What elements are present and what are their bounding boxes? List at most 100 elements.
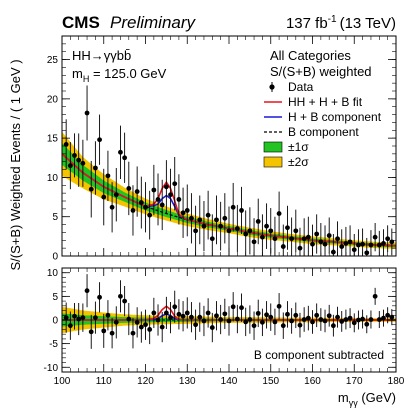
data-point bbox=[76, 133, 82, 187]
data-point bbox=[243, 210, 249, 256]
data-point bbox=[134, 166, 140, 217]
data-point bbox=[285, 301, 290, 328]
data-point bbox=[305, 216, 311, 256]
legend: Data HH + H + B fit H + B component B co… bbox=[263, 80, 382, 169]
data-point bbox=[272, 216, 278, 256]
y-tick-label: 5 bbox=[52, 292, 58, 303]
x-tick-label: 160 bbox=[304, 376, 321, 387]
data-point bbox=[193, 309, 199, 340]
data-point bbox=[193, 205, 199, 256]
data-point bbox=[168, 302, 173, 334]
main-panel: 0 5 10 15 20 25 HH→γγbb̄ mH = 125.0 GeV All C… bbox=[47, 35, 397, 263]
data-point bbox=[314, 214, 320, 254]
data-point bbox=[385, 307, 391, 324]
data-point bbox=[285, 205, 290, 250]
data-point bbox=[155, 173, 161, 226]
legend-entry-1sigma: ±1σ bbox=[263, 140, 309, 154]
data-point bbox=[84, 85, 90, 141]
data-point bbox=[247, 207, 253, 255]
status-label: Preliminary bbox=[110, 13, 197, 32]
data-point bbox=[105, 300, 111, 331]
data-point bbox=[143, 182, 148, 233]
y-tick-label: 20 bbox=[47, 94, 59, 105]
data-point bbox=[72, 302, 77, 330]
data-point bbox=[276, 191, 282, 236]
data-point bbox=[318, 308, 324, 331]
data-point bbox=[151, 164, 157, 216]
data-point bbox=[251, 218, 257, 256]
y-tick-label: 0 bbox=[52, 252, 58, 263]
data-point bbox=[138, 176, 144, 229]
legend-entry-data: Data bbox=[269, 80, 314, 94]
data-point bbox=[330, 234, 336, 256]
data-point bbox=[201, 201, 207, 252]
data-point bbox=[272, 308, 278, 336]
ratio-panel: -10 -5 0 5 10 100 110 120 130 140 150 160 170 180 B … bbox=[44, 267, 405, 387]
main-y-ticks: 0 5 10 15 20 25 bbox=[47, 35, 396, 263]
legend-entry-hb: H + B component bbox=[264, 110, 382, 124]
x-tick-label: 120 bbox=[137, 376, 154, 387]
weighting-label: S/(S+B) weighted bbox=[270, 64, 372, 79]
data-point bbox=[180, 301, 186, 332]
data-point bbox=[326, 217, 332, 254]
data-point bbox=[155, 304, 161, 336]
main-data-points bbox=[63, 85, 395, 256]
data-point bbox=[168, 168, 173, 221]
data-point bbox=[130, 318, 136, 349]
data-point bbox=[297, 227, 303, 256]
data-point bbox=[360, 309, 365, 329]
data-point bbox=[293, 302, 299, 329]
data-point bbox=[226, 206, 232, 256]
data-point bbox=[347, 308, 353, 329]
subtraction-note: B component subtracted bbox=[254, 348, 384, 362]
data-point bbox=[360, 228, 365, 256]
data-point bbox=[189, 193, 194, 244]
data-point bbox=[389, 228, 395, 256]
data-point bbox=[351, 313, 357, 333]
data-point bbox=[122, 132, 128, 183]
y-axis-label: S/(S+B) Weighted Events / ( 1 GeV ) bbox=[8, 59, 23, 270]
data-point bbox=[276, 293, 282, 320]
data-point bbox=[184, 297, 190, 329]
data-point bbox=[301, 218, 307, 256]
data-point bbox=[113, 306, 119, 339]
data-point bbox=[268, 208, 274, 254]
data-point bbox=[197, 302, 203, 332]
data-point bbox=[172, 157, 178, 211]
data-point bbox=[214, 301, 219, 331]
data-point bbox=[335, 221, 340, 256]
data-point bbox=[197, 195, 203, 245]
data-point bbox=[372, 223, 378, 252]
y-tick-label: -10 bbox=[44, 363, 59, 374]
data-point bbox=[67, 142, 73, 190]
data-point bbox=[289, 308, 295, 334]
data-point bbox=[322, 225, 328, 256]
process-label: HH→γγbb̄ bbox=[72, 48, 131, 63]
data-point bbox=[234, 204, 240, 253]
ratio-data-points bbox=[63, 274, 395, 349]
data-point bbox=[289, 217, 295, 256]
data-point bbox=[101, 168, 107, 226]
data-point bbox=[239, 186, 244, 234]
data-point bbox=[209, 312, 215, 343]
data-point bbox=[280, 224, 286, 256]
data-point bbox=[268, 303, 274, 331]
data-point bbox=[93, 141, 98, 195]
legend-label-data: Data bbox=[288, 80, 314, 94]
data-point bbox=[356, 229, 361, 256]
data-point bbox=[234, 304, 240, 334]
data-point bbox=[260, 308, 265, 337]
data-point bbox=[318, 223, 324, 256]
data-point bbox=[209, 214, 215, 256]
data-point bbox=[189, 302, 194, 333]
y-tick-label: 15 bbox=[47, 134, 59, 145]
data-point bbox=[138, 311, 144, 343]
data-point bbox=[159, 179, 165, 231]
data-point bbox=[218, 201, 224, 251]
data-point bbox=[368, 230, 374, 256]
main-frame bbox=[61, 35, 397, 257]
data-point bbox=[84, 274, 90, 308]
data-point bbox=[143, 309, 148, 340]
y-tick-label: 0 bbox=[52, 316, 58, 327]
legend-entry-b: B component bbox=[264, 125, 359, 139]
